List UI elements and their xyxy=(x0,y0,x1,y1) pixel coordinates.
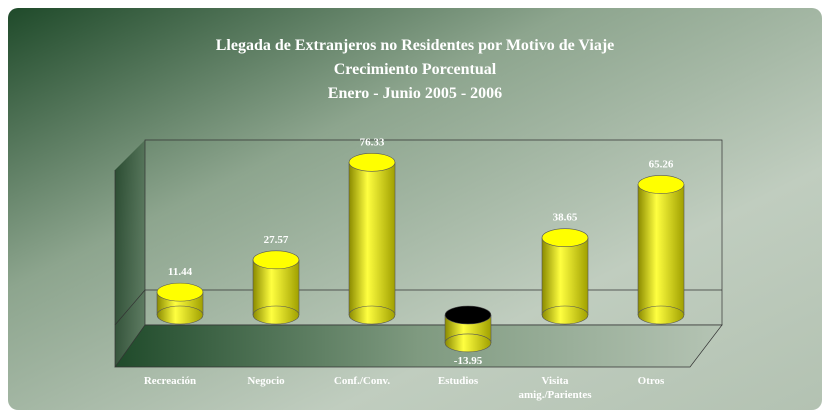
bar-top xyxy=(252,250,300,270)
bar-top xyxy=(541,228,589,247)
bar xyxy=(541,228,589,325)
value-label: 65.26 xyxy=(649,158,674,170)
bar xyxy=(252,250,300,325)
bar xyxy=(156,282,204,325)
bar xyxy=(348,153,396,325)
x-tick-label: Otros xyxy=(637,375,665,387)
x-tick-label: Recreación xyxy=(143,375,197,387)
bar-body xyxy=(638,184,684,315)
bar-bottom xyxy=(348,305,396,325)
x-tick-label: Negocio xyxy=(247,375,285,387)
bar-top xyxy=(348,153,396,172)
bar-bottom xyxy=(637,305,685,325)
chart-title: Llegada de Extranjeros no Residentes por… xyxy=(216,37,615,54)
bar xyxy=(444,305,492,353)
bar-body xyxy=(349,162,395,315)
x-tick-label: Estudios xyxy=(437,375,479,387)
value-label: 11.44 xyxy=(168,266,193,278)
bar-top xyxy=(156,282,204,302)
zero-line-side xyxy=(114,289,146,326)
bar-bottom xyxy=(156,305,204,325)
bar-bottom xyxy=(541,305,589,325)
value-label: 76.33 xyxy=(360,136,385,148)
value-label: 27.57 xyxy=(264,234,289,246)
x-tick-label: Conf./Conv. xyxy=(333,375,391,387)
chart-title: Enero - Junio 2005 - 2006 xyxy=(328,85,502,102)
value-label: -13.95 xyxy=(454,355,483,367)
bar-bottom xyxy=(444,333,492,353)
x-tick-label: Visita amig./Parientes xyxy=(518,375,592,401)
value-label: 38.65 xyxy=(553,212,578,224)
bar-top xyxy=(444,305,492,325)
chart-title: Crecimiento Porcentual xyxy=(334,61,497,78)
floor xyxy=(114,324,723,368)
bar-bottom xyxy=(252,305,300,325)
bar xyxy=(637,175,685,325)
background xyxy=(8,8,822,410)
bar-top xyxy=(637,175,685,194)
side-wall xyxy=(115,140,145,367)
bar-body xyxy=(542,237,588,315)
